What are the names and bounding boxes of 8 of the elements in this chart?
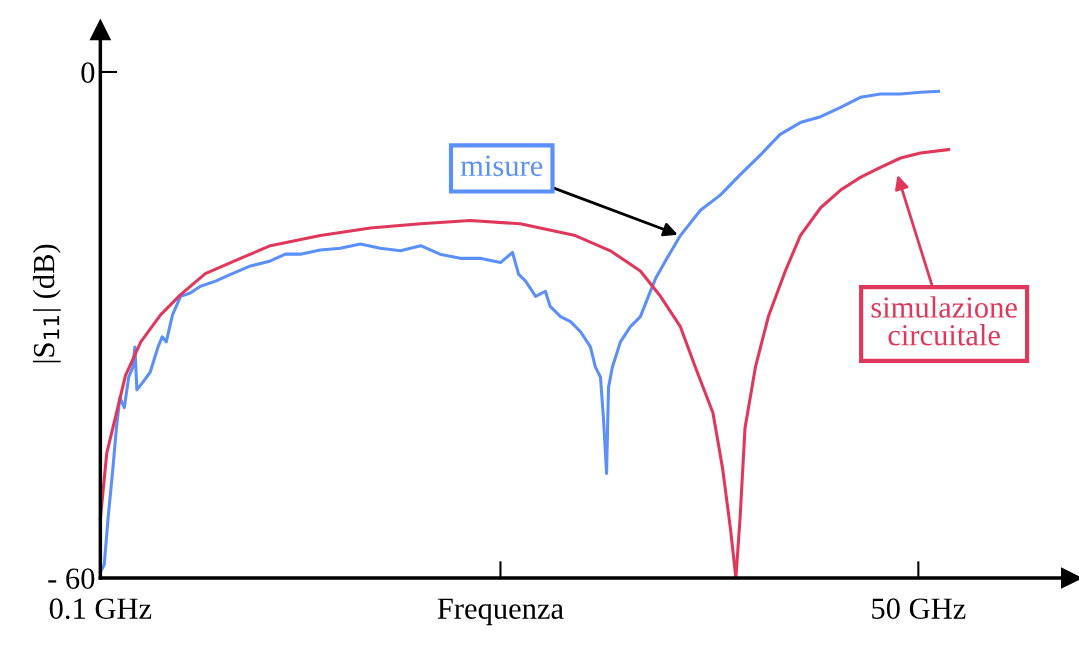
annotation: misure <box>460 155 543 177</box>
x-tick-label: Frequenza <box>437 598 564 626</box>
x-tick-label: 0.1 GHz <box>49 598 152 620</box>
y-axis-title: |S$_{11}$| (dB) <box>32 244 61 363</box>
y-tick-label: 0 <box>81 62 95 83</box>
y-tick-label: - 60 <box>48 568 95 589</box>
x-tick-label: 50 GHz <box>872 598 966 619</box>
annotation: simulazione circuitale <box>871 296 1017 346</box>
